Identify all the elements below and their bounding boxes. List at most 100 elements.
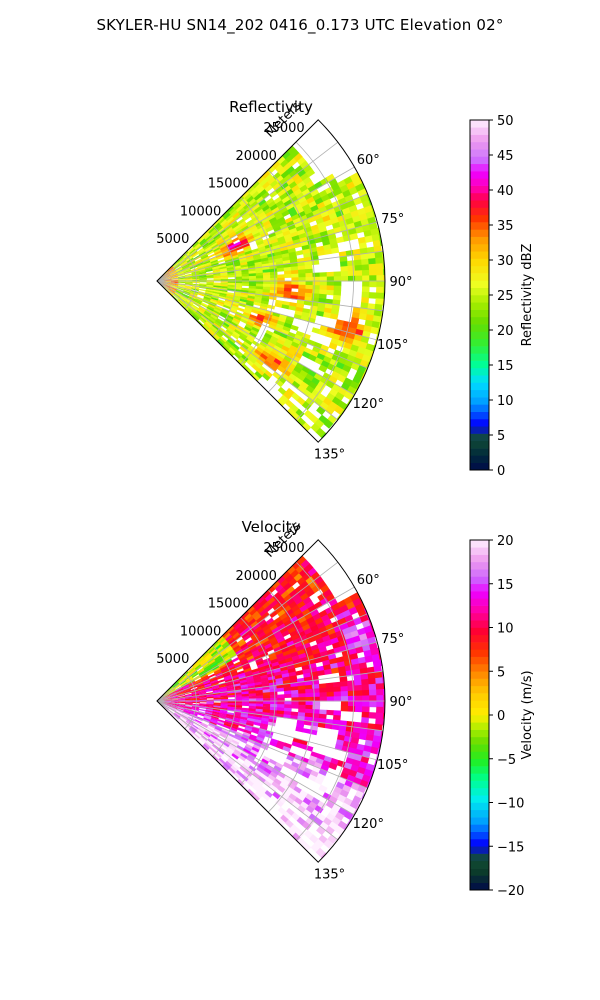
- radar-cell: [183, 689, 192, 693]
- radar-cell: [275, 652, 285, 659]
- radar-cell: [313, 373, 323, 382]
- radar-cell: [365, 734, 374, 742]
- radar-cell: [280, 159, 290, 168]
- radar-cell: [277, 795, 287, 804]
- radar-cell: [322, 792, 332, 801]
- radar-cell: [233, 241, 242, 247]
- colorbar-band: [470, 295, 489, 303]
- radar-cell: [215, 739, 223, 746]
- radar-cell: [242, 662, 250, 669]
- colorbar-tick-label: 35: [497, 219, 514, 234]
- radar-cell: [320, 614, 330, 623]
- radar-cell: [376, 275, 384, 282]
- radar-cell: [275, 342, 284, 349]
- colorbar-band: [470, 331, 489, 340]
- radar-cell: [280, 170, 290, 179]
- radar-cell: [168, 709, 175, 714]
- colorbar-band: [470, 163, 489, 172]
- radar-cell: [329, 358, 339, 367]
- radar-cell: [255, 708, 264, 713]
- radar-cell: [297, 712, 306, 717]
- radar-cell: [247, 605, 256, 614]
- radar-cell: [177, 272, 185, 275]
- radar-cell: [317, 670, 326, 676]
- radar-cell: [242, 761, 251, 768]
- radar-cell: [260, 723, 269, 728]
- radar-cell: [252, 203, 261, 211]
- radar-cell: [264, 593, 274, 602]
- radar-cell: [287, 224, 297, 231]
- radar-cell: [260, 303, 269, 308]
- radar-cell: [288, 373, 298, 382]
- radar-cell: [205, 287, 214, 291]
- radar-cell: [227, 282, 236, 286]
- radar-cell: [359, 247, 368, 255]
- radar-cell: [199, 284, 207, 287]
- radar-cell: [352, 306, 361, 314]
- radar-cell: [256, 186, 266, 194]
- radar-cell: [198, 726, 206, 733]
- radar-cell: [232, 224, 241, 232]
- radar-cell: [374, 723, 383, 732]
- radar-cell: [197, 235, 204, 243]
- radar-cell: [325, 380, 336, 389]
- radar-cell: [304, 260, 313, 266]
- radar-cell: [322, 372, 332, 381]
- radar-cell: [208, 304, 216, 309]
- radar-cell: [205, 267, 213, 271]
- radar-cell: [358, 213, 368, 222]
- radar-cell: [323, 589, 333, 598]
- radar-cell: [183, 269, 192, 273]
- radar-cell: [174, 712, 182, 718]
- radar-cell: [291, 173, 301, 182]
- radar-cell: [265, 344, 274, 352]
- velocity-panel: 60°75°90°105°120°135°5000100001500020000…: [156, 518, 535, 899]
- radar-cell: [324, 668, 333, 675]
- radar-cell: [259, 773, 269, 781]
- radar-cell: [170, 705, 178, 708]
- radar-cell: [290, 789, 300, 798]
- radar-cell: [327, 610, 337, 620]
- radar-cell: [272, 222, 281, 230]
- radar-cell: [326, 691, 335, 697]
- radar-cell: [277, 365, 286, 374]
- radar-cell: [228, 246, 236, 252]
- radar-cell: [174, 292, 182, 297]
- radar-cell: [327, 414, 337, 425]
- radar-cell: [180, 261, 188, 267]
- radar-cell: [262, 706, 271, 711]
- radar-cell: [168, 269, 176, 274]
- radar-cell: [349, 233, 359, 241]
- radar-cell: [199, 278, 207, 280]
- radar-cell: [223, 319, 231, 326]
- radar-cell: [188, 308, 195, 315]
- radar-cell: [235, 339, 244, 347]
- radar-cell: [200, 723, 208, 729]
- radar-cell: [265, 777, 274, 785]
- radar-cell: [186, 730, 194, 737]
- radar-cell: [298, 273, 306, 278]
- radar-cell: [207, 725, 215, 731]
- radar-cell: [231, 721, 240, 726]
- colorbar-band: [470, 547, 489, 555]
- radar-cell: [278, 219, 287, 227]
- radar-cell: [251, 726, 260, 732]
- radar-cell: [246, 717, 255, 722]
- radar-cell: [260, 300, 269, 305]
- colorbar-band: [470, 353, 489, 361]
- radar-cell: [289, 615, 299, 624]
- radar-cell: [280, 792, 289, 801]
- radar-cell: [273, 646, 282, 653]
- range-tick-label: 25000: [263, 541, 304, 556]
- colorbar-band: [470, 656, 489, 665]
- radar-cell: [248, 751, 257, 759]
- radar-cell: [301, 771, 311, 779]
- radar-cell: [276, 710, 285, 715]
- radar-cell: [253, 321, 262, 328]
- radar-cell: [217, 660, 225, 666]
- radar-cell: [299, 369, 309, 378]
- radar-cell: [263, 360, 272, 368]
- radar-cell: [305, 576, 315, 586]
- radar-cell: [368, 258, 377, 265]
- radar-cell: [180, 716, 187, 722]
